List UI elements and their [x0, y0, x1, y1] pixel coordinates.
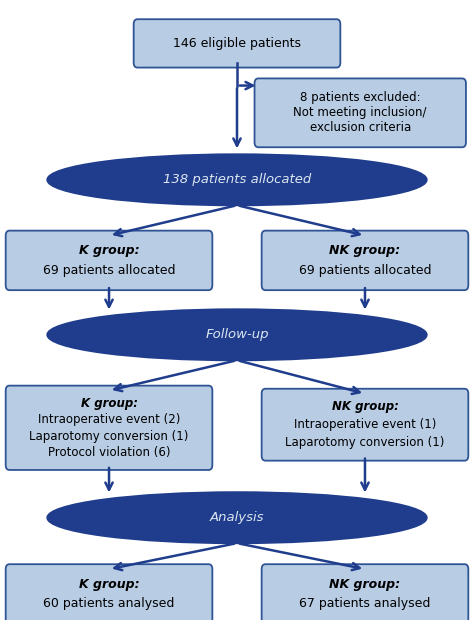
- Text: Laparotomy conversion (1): Laparotomy conversion (1): [285, 436, 445, 449]
- Text: 69 patients allocated: 69 patients allocated: [43, 264, 175, 277]
- Text: 67 patients analysed: 67 patients analysed: [299, 598, 431, 610]
- Text: Analysis: Analysis: [210, 512, 264, 524]
- FancyBboxPatch shape: [255, 79, 466, 148]
- Text: 138 patients allocated: 138 patients allocated: [163, 174, 311, 186]
- Text: 146 eligible patients: 146 eligible patients: [173, 37, 301, 50]
- Text: NK group:: NK group:: [329, 244, 401, 257]
- FancyBboxPatch shape: [6, 564, 212, 620]
- Ellipse shape: [47, 492, 427, 543]
- Text: 60 patients analysed: 60 patients analysed: [43, 598, 175, 610]
- Text: Follow-up: Follow-up: [205, 329, 269, 341]
- FancyBboxPatch shape: [134, 19, 340, 68]
- Text: Intraoperative event (1): Intraoperative event (1): [294, 418, 436, 431]
- Ellipse shape: [47, 309, 427, 360]
- Text: Intraoperative event (2): Intraoperative event (2): [38, 413, 180, 426]
- Text: K group:: K group:: [79, 578, 139, 590]
- Text: 69 patients allocated: 69 patients allocated: [299, 264, 431, 277]
- FancyBboxPatch shape: [6, 386, 212, 470]
- Text: Protocol violation (6): Protocol violation (6): [48, 446, 170, 459]
- Text: K group:: K group:: [79, 244, 139, 257]
- Text: 8 patients excluded:
Not meeting inclusion/
exclusion criteria: 8 patients excluded: Not meeting inclusi…: [293, 91, 427, 135]
- FancyBboxPatch shape: [262, 231, 468, 290]
- FancyBboxPatch shape: [262, 389, 468, 461]
- Text: NK group:: NK group:: [329, 578, 401, 590]
- FancyBboxPatch shape: [262, 564, 468, 620]
- Text: NK group:: NK group:: [331, 401, 399, 414]
- Text: K group:: K group:: [81, 397, 137, 409]
- Text: Laparotomy conversion (1): Laparotomy conversion (1): [29, 430, 189, 443]
- FancyBboxPatch shape: [6, 231, 212, 290]
- Ellipse shape: [47, 154, 427, 205]
